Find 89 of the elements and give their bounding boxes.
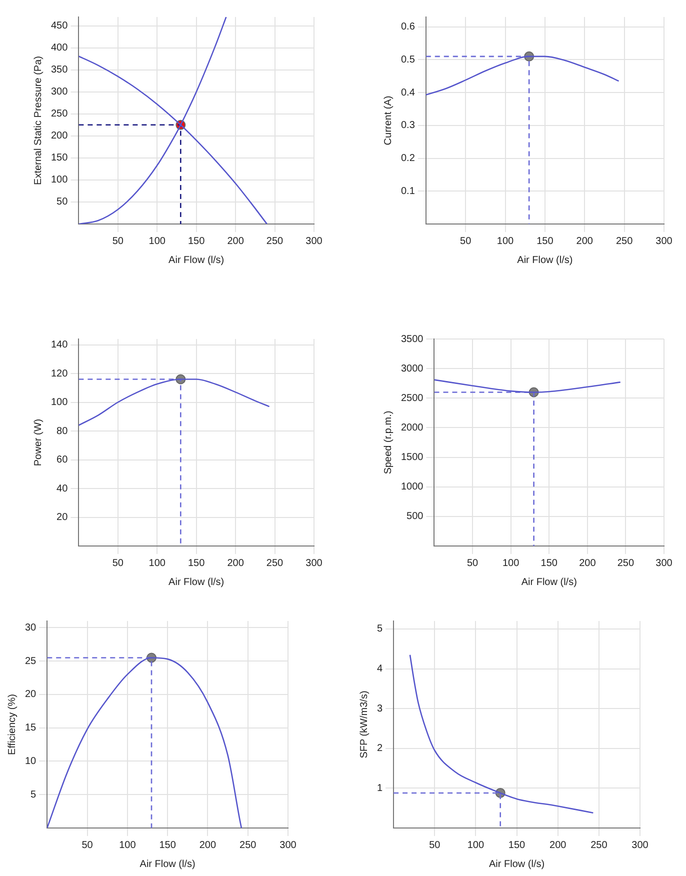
x-tick-label: 250 bbox=[266, 236, 284, 247]
y-axis-title: Power (W) bbox=[32, 418, 44, 466]
x-tick-label: 250 bbox=[616, 236, 634, 247]
y-tick-label: 0.6 bbox=[400, 22, 416, 33]
y-axis-title: Current (A) bbox=[382, 96, 394, 146]
y-tick-label: 20 bbox=[25, 689, 37, 700]
y-tick-label: 25 bbox=[25, 656, 37, 667]
y-axis-title: Speed (r.p.m.) bbox=[382, 410, 394, 474]
y-tick-label: 300 bbox=[50, 86, 68, 98]
y-tick-label: 20 bbox=[56, 512, 68, 523]
x-tick-label: 100 bbox=[119, 840, 136, 851]
x-tick-label: 200 bbox=[199, 840, 216, 851]
y-tick-label: 0.1 bbox=[400, 186, 416, 197]
x-tick-label: 50 bbox=[82, 840, 94, 851]
x-tick-label: 250 bbox=[240, 840, 257, 851]
y-tick-label: 15 bbox=[25, 722, 37, 734]
y-tick-label: 350 bbox=[50, 64, 68, 76]
y-tick-label: 3500 bbox=[400, 334, 424, 345]
x-tick-label: 200 bbox=[576, 236, 594, 247]
y-tick-label: 120 bbox=[50, 368, 68, 380]
x-tick-label: 100 bbox=[496, 236, 514, 247]
x-tick-label: 200 bbox=[579, 558, 596, 569]
x-tick-label: 150 bbox=[540, 558, 558, 569]
y-tick-label: 400 bbox=[50, 42, 68, 54]
x-tick-label: 300 bbox=[656, 558, 673, 569]
y-tick-label: 500 bbox=[406, 511, 424, 522]
y-tick-label: 200 bbox=[50, 130, 68, 142]
x-tick-label: 50 bbox=[429, 840, 441, 851]
y-axis-title: Efficiency (%) bbox=[6, 694, 18, 755]
line-series bbox=[409, 654, 594, 814]
y-tick-label: 30 bbox=[25, 622, 37, 634]
y-tick-label: 10 bbox=[25, 756, 37, 767]
y-tick-label: 2000 bbox=[400, 422, 424, 434]
x-tick-label: 50 bbox=[112, 558, 124, 569]
y-tick-label: 4 bbox=[377, 664, 383, 675]
x-tick-label: 200 bbox=[550, 840, 567, 851]
x-tick-label: 150 bbox=[188, 558, 206, 569]
y-tick-label: 40 bbox=[56, 483, 68, 494]
x-axis-title: Air Flow (l/s) bbox=[517, 254, 573, 266]
y-tick-label: 100 bbox=[50, 397, 68, 408]
y-tick-label: 80 bbox=[56, 426, 68, 437]
y-tick-label: 100 bbox=[50, 174, 68, 186]
x-tick-label: 100 bbox=[467, 840, 484, 851]
y-tick-label: 2500 bbox=[400, 392, 424, 404]
x-tick-label: 300 bbox=[306, 236, 323, 247]
x-tick-label: 300 bbox=[656, 236, 673, 247]
x-axis-title: Air Flow (l/s) bbox=[168, 254, 224, 266]
x-tick-label: 250 bbox=[590, 840, 608, 851]
x-tick-label: 250 bbox=[617, 558, 634, 569]
y-tick-label: 140 bbox=[50, 340, 68, 350]
x-tick-label: 150 bbox=[536, 236, 554, 247]
y-tick-label: 50 bbox=[56, 196, 68, 208]
x-tick-label: 300 bbox=[632, 840, 649, 851]
x-tick-label: 150 bbox=[508, 840, 526, 851]
x-axis-title: Air Flow (l/s) bbox=[140, 858, 196, 870]
x-axis-title: Air Flow (l/s) bbox=[489, 858, 545, 870]
y-tick-label: 2 bbox=[377, 743, 383, 754]
y-tick-label: 5 bbox=[377, 624, 383, 635]
x-tick-label: 100 bbox=[148, 236, 166, 247]
y-tick-label: 60 bbox=[56, 454, 68, 466]
x-tick-label: 200 bbox=[227, 558, 244, 569]
y-tick-label: 1 bbox=[377, 782, 383, 794]
y-tick-label: 0.5 bbox=[400, 54, 416, 66]
x-tick-label: 100 bbox=[502, 558, 520, 569]
y-tick-label: 450 bbox=[50, 20, 68, 32]
x-tick-label: 50 bbox=[466, 558, 479, 569]
x-tick-label: 200 bbox=[227, 236, 244, 247]
x-axis-title: Air Flow (l/s) bbox=[521, 576, 577, 588]
y-tick-label: 0.2 bbox=[400, 153, 416, 164]
y-axis-title: External Static Pressure (Pa) bbox=[32, 56, 44, 185]
y-tick-label: 1000 bbox=[400, 482, 424, 493]
x-tick-label: 50 bbox=[460, 236, 472, 247]
x-tick-label: 150 bbox=[188, 236, 206, 247]
x-tick-label: 150 bbox=[159, 840, 176, 851]
y-tick-label: 3000 bbox=[400, 363, 424, 374]
x-tick-label: 300 bbox=[280, 840, 297, 851]
x-tick-label: 250 bbox=[266, 558, 284, 569]
y-tick-label: 1500 bbox=[400, 452, 424, 464]
y-tick-label: 5 bbox=[30, 789, 37, 800]
y-tick-label: 150 bbox=[50, 152, 68, 164]
x-tick-label: 100 bbox=[148, 558, 166, 569]
y-tick-label: 0.4 bbox=[400, 87, 416, 98]
y-tick-label: 3 bbox=[377, 703, 383, 714]
x-axis-title: Air Flow (l/s) bbox=[168, 576, 224, 588]
x-tick-label: 50 bbox=[112, 236, 124, 247]
y-tick-label: 250 bbox=[50, 108, 68, 120]
x-tick-label: 300 bbox=[306, 558, 323, 569]
y-tick-label: 0.3 bbox=[400, 120, 416, 132]
y-axis-title: SFP (kW/m3/s) bbox=[358, 690, 370, 758]
